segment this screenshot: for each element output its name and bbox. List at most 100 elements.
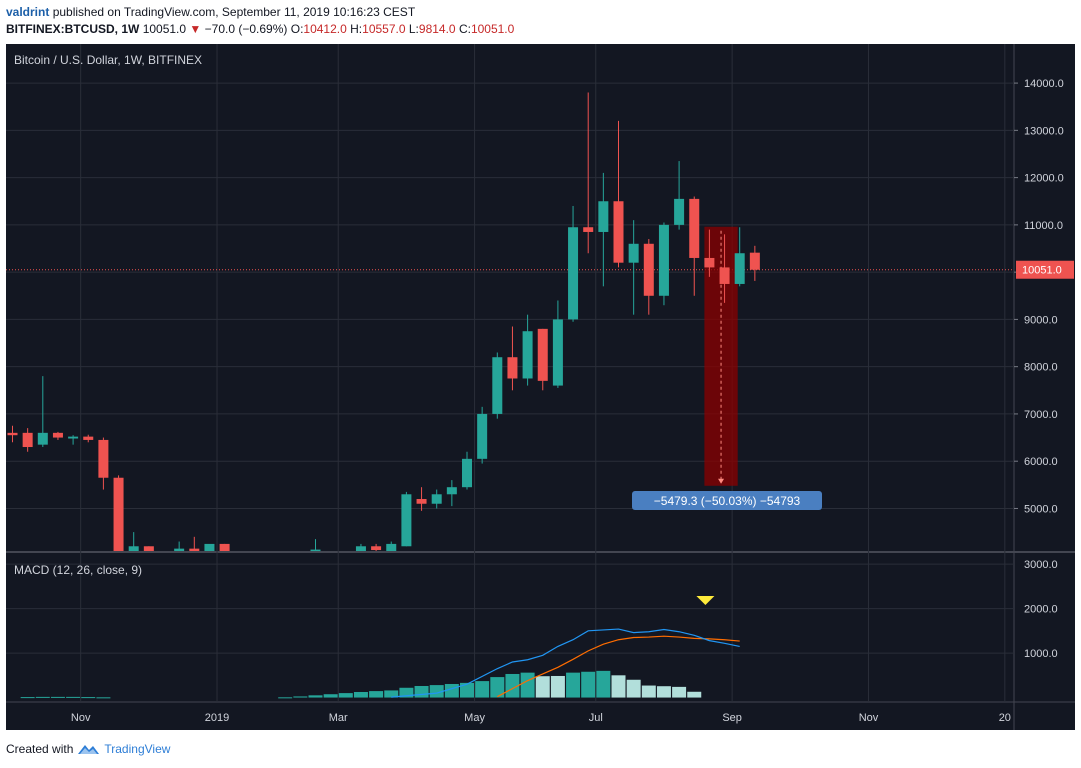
- candle-body: [113, 477, 124, 551]
- candle: [204, 543, 215, 551]
- macd-histogram-bar: [460, 682, 474, 698]
- macd-histogram-bar: [35, 696, 50, 698]
- symbol-label: BITFINEX:BTCUSD, 1W: [6, 22, 140, 36]
- candle: [371, 543, 382, 551]
- candle: [613, 120, 624, 268]
- down-triangle-icon: ▼: [189, 22, 202, 36]
- candle-body: [674, 198, 685, 225]
- candle: [522, 314, 533, 386]
- macd-histogram-bar: [50, 696, 65, 698]
- price-tick-label: 14000.0: [1024, 78, 1064, 90]
- candle-body: [431, 494, 442, 504]
- macd-histogram-bar: [672, 686, 687, 698]
- close-label: C:: [458, 22, 471, 36]
- publish-line: valdrint published on TradingView.com, S…: [6, 4, 1076, 21]
- candle: [52, 431, 63, 440]
- tradingview-brand[interactable]: TradingView: [104, 742, 171, 756]
- candle: [446, 480, 457, 507]
- macd-histogram-bar: [520, 672, 535, 698]
- time-tick-label: Nov: [71, 712, 91, 724]
- candle-body: [537, 328, 548, 381]
- candle: [174, 541, 185, 551]
- candle-body: [386, 543, 397, 551]
- chart-header: valdrint published on TradingView.com, S…: [6, 4, 1076, 38]
- candle: [189, 536, 200, 551]
- candle: [113, 475, 124, 551]
- candle-body: [643, 243, 654, 296]
- candle-body: [689, 198, 700, 258]
- candle-body: [507, 357, 518, 379]
- candle: [658, 222, 669, 306]
- candle: [552, 300, 563, 388]
- open-label: O:: [290, 22, 304, 36]
- ohlc-line: BITFINEX:BTCUSD, 1W 10051.0 ▼ −70.0 (−0.…: [6, 21, 1076, 38]
- candle: [507, 326, 518, 391]
- candle: [143, 546, 154, 551]
- macd-histogram-bar: [611, 675, 626, 698]
- macd-histogram-bar: [566, 672, 581, 698]
- measure-arrow-head: [718, 478, 725, 484]
- open-value: 10412.0: [303, 22, 347, 36]
- price-tick-label: 8000.0: [1024, 362, 1058, 374]
- price-tick-label: 12000.0: [1024, 173, 1064, 185]
- price-tick-label: 13000.0: [1024, 125, 1064, 137]
- candle-body: [83, 436, 94, 440]
- time-tick-label: Jul: [589, 712, 603, 724]
- candle-body: [37, 432, 48, 445]
- close-value: 10051.0: [470, 22, 515, 36]
- macd-histogram-bar: [596, 670, 611, 698]
- candle: [431, 489, 442, 509]
- macd-histogram-bar: [353, 691, 368, 698]
- author-link[interactable]: valdrint: [6, 5, 50, 19]
- candle-body: [401, 494, 412, 547]
- candle-body: [568, 227, 579, 320]
- candle-body: [310, 549, 321, 552]
- candle-body: [416, 499, 427, 504]
- macd-signal-line: [497, 635, 740, 698]
- time-tick-label: Mar: [329, 712, 348, 724]
- candle-body: [174, 548, 185, 551]
- macd-line: [391, 628, 740, 698]
- plot-background: [6, 44, 1014, 730]
- macd-histogram-bar: [505, 673, 520, 698]
- candle: [355, 543, 366, 551]
- candle: [689, 196, 700, 296]
- time-tick-label: 2019: [205, 712, 229, 724]
- high-label: H:: [350, 22, 363, 36]
- macd-histogram-bar: [414, 685, 429, 698]
- candle-body: [749, 252, 760, 270]
- candle-body: [598, 201, 609, 232]
- time-tick-label: Sep: [722, 712, 742, 724]
- macd-pane-title: MACD (12, 26, close, 9): [14, 563, 142, 577]
- price-tick-label: 9000.0: [1024, 314, 1058, 326]
- candle-body: [628, 243, 639, 263]
- macd-tick-label: 3000.0: [1024, 559, 1058, 571]
- candle-body: [658, 224, 669, 296]
- candle-body: [522, 331, 533, 379]
- candle: [568, 205, 579, 322]
- last-price: 10051.0: [142, 22, 187, 36]
- macd-histogram-bar: [550, 675, 565, 698]
- measure-label-box: [632, 491, 822, 510]
- candle: [7, 425, 18, 443]
- candle-body: [143, 546, 154, 551]
- price-axis-background: [1014, 44, 1075, 730]
- candle: [83, 434, 94, 443]
- candle-body: [477, 413, 488, 459]
- created-with-text: Created with: [6, 742, 74, 756]
- macd-histogram-bar: [656, 686, 671, 698]
- price-pane-title: Bitcoin / U.S. Dollar, 1W, BITFINEX: [14, 53, 202, 67]
- macd-histogram-bar: [475, 681, 490, 698]
- last-price-badge: [1016, 260, 1074, 279]
- candle: [128, 532, 139, 551]
- candle: [537, 328, 548, 391]
- candle: [598, 172, 609, 287]
- candle-body: [583, 227, 594, 232]
- low-value: 9814.0: [418, 22, 456, 36]
- price-change: −70.0 (−0.69%): [204, 22, 288, 36]
- candle-body: [492, 357, 503, 414]
- candle: [719, 234, 730, 303]
- candle: [310, 539, 321, 552]
- tradingview-logo-icon: [78, 745, 100, 754]
